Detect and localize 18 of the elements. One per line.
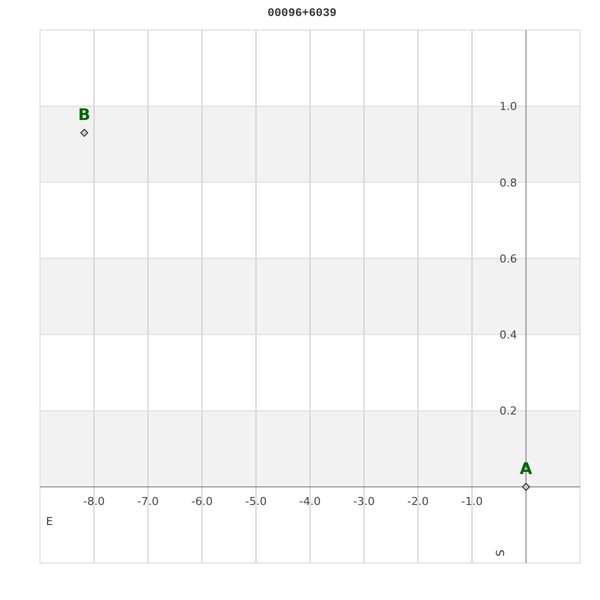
x-tick-label: -7.0 [137,494,159,508]
x-axis-title: E [46,514,53,528]
x-tick-label: -5.0 [245,494,267,508]
x-tick-label: -3.0 [353,494,375,508]
y-tick-label: 0.4 [500,328,517,342]
x-tick-label: -1.0 [461,494,483,508]
x-tick-label: -4.0 [299,494,321,508]
annotation: A [520,458,533,478]
x-tick-label: -6.0 [191,494,213,508]
x-tick-label: -2.0 [407,494,429,508]
y-tick-label: 0.6 [500,252,517,265]
y-tick-label: 0.8 [500,176,517,189]
annotation: B [78,104,90,124]
y-axis-title: S [494,549,506,556]
y-tick-label: 1.0 [500,100,517,113]
y-tick-label: 0.2 [500,404,517,418]
x-tick-label: -8.0 [83,494,105,508]
chart-title: 00096+6039 [267,6,337,20]
